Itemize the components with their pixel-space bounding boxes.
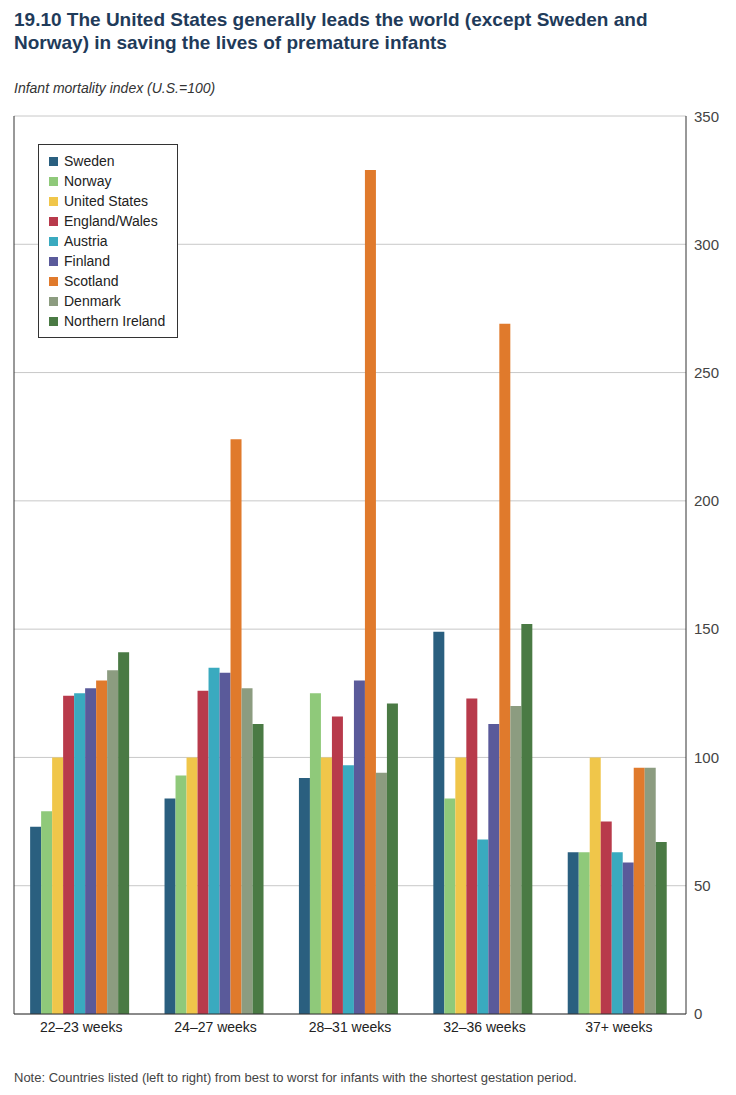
svg-text:250: 250 (694, 364, 719, 381)
html-text:19.10 The United States genera: 19.10 The United States generally leads … (14, 9, 648, 53)
svg-text:24–27 weeks: 24–27 weeks (174, 1019, 257, 1035)
html-text:Denmark: Denmark (64, 293, 121, 309)
svg-text:300: 300 (694, 236, 719, 253)
svg-text:150: 150 (694, 620, 719, 637)
svg-text:350: 350 (694, 108, 719, 125)
svg-text:200: 200 (694, 492, 719, 509)
html-text:Sweden: Sweden (64, 153, 115, 169)
html-text:Norway: Norway (64, 173, 112, 189)
html-text:Northern Ireland: Northern Ireland (64, 313, 166, 329)
svg-text:100: 100 (694, 749, 719, 766)
html-text:Scotland: Scotland (64, 273, 119, 289)
svg-text:0: 0 (694, 1005, 702, 1022)
svg-text:28–31 weeks: 28–31 weeks (309, 1019, 392, 1035)
html-text:Austria: Austria (64, 233, 108, 249)
html-text:Finland: Finland (64, 253, 110, 269)
svg-text:50: 50 (694, 877, 711, 894)
svg-text:22–23 weeks: 22–23 weeks (40, 1019, 123, 1035)
html-text:United States: United States (64, 193, 149, 209)
html-text:England/Wales: England/Wales (64, 213, 158, 229)
svg-text:32–36 weeks: 32–36 weeks (443, 1019, 526, 1035)
html-text:Infant mortality index (U.S.=1: Infant mortality index (U.S.=100) (14, 80, 216, 96)
svg-text:37+ weeks: 37+ weeks (585, 1019, 652, 1035)
html-text:Note: Countries listed (left t: Note: Countries listed (left to right) f… (14, 1070, 577, 1085)
